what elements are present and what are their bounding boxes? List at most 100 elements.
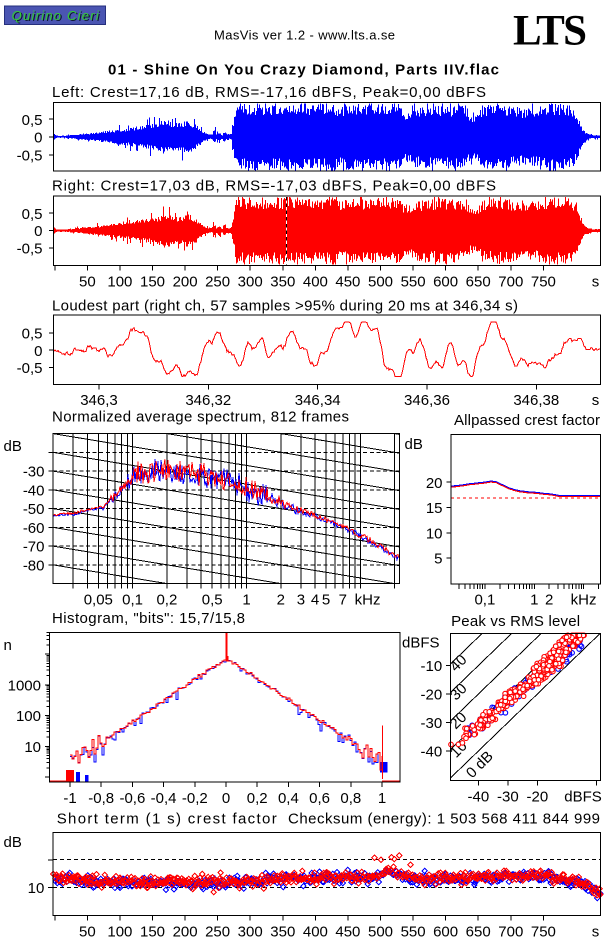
svg-text:kHz: kHz <box>571 591 597 608</box>
svg-text:50: 50 <box>79 273 96 290</box>
svg-text:10: 10 <box>426 525 443 542</box>
svg-text:0,2: 0,2 <box>247 790 268 807</box>
svg-text:450: 450 <box>335 273 360 290</box>
svg-text:750: 750 <box>531 923 556 940</box>
svg-text:1: 1 <box>378 790 386 807</box>
svg-text:0,5: 0,5 <box>22 206 43 223</box>
svg-text:01 - Shine On You Crazy Diamon: 01 - Shine On You Crazy Diamond, Parts I… <box>108 62 499 79</box>
svg-text:-20: -20 <box>527 788 549 805</box>
svg-text:200: 200 <box>173 273 198 290</box>
svg-text:7: 7 <box>339 591 347 608</box>
svg-text:MasVis ver 1.2 - www.lts.a.se: MasVis ver 1.2 - www.lts.a.se <box>214 28 395 43</box>
svg-text:700: 700 <box>498 923 523 940</box>
svg-text:300: 300 <box>238 923 263 940</box>
svg-text:-20: -20 <box>421 687 443 704</box>
svg-text:346,34: 346,34 <box>295 392 341 409</box>
svg-text:0,2: 0,2 <box>156 591 177 608</box>
svg-text:650: 650 <box>466 273 491 290</box>
svg-text:500: 500 <box>368 273 393 290</box>
svg-text:-40: -40 <box>23 483 45 500</box>
svg-text:-0,5: -0,5 <box>17 147 43 164</box>
svg-text:dBFS: dBFS <box>564 788 602 805</box>
svg-text:-0,5: -0,5 <box>17 360 43 377</box>
svg-text:346,32: 346,32 <box>185 392 231 409</box>
svg-text:150: 150 <box>140 923 165 940</box>
svg-text:s: s <box>592 273 600 290</box>
svg-text:dBFS: dBFS <box>402 634 440 651</box>
svg-text:0,4: 0,4 <box>278 790 299 807</box>
svg-text:0: 0 <box>34 223 42 240</box>
svg-text:600: 600 <box>433 923 458 940</box>
svg-text:346,38: 346,38 <box>513 392 559 409</box>
svg-text:650: 650 <box>466 923 491 940</box>
svg-text:10: 10 <box>28 880 45 897</box>
svg-text:350: 350 <box>270 273 295 290</box>
svg-text:2: 2 <box>545 591 553 608</box>
svg-text:0,1: 0,1 <box>122 591 143 608</box>
svg-text:1: 1 <box>530 591 538 608</box>
svg-text:100: 100 <box>107 923 132 940</box>
svg-text:Allpassed crest factor: Allpassed crest factor <box>454 412 600 429</box>
svg-text:100: 100 <box>107 273 132 290</box>
svg-text:Short term (1 s) crest factor: Short term (1 s) crest factor <box>57 811 277 828</box>
svg-text:5: 5 <box>434 551 442 568</box>
svg-text:300: 300 <box>238 273 263 290</box>
svg-text:LTS: LTS <box>513 7 587 54</box>
svg-text:-30: -30 <box>23 464 45 481</box>
svg-text:3: 3 <box>297 591 305 608</box>
svg-text:dB: dB <box>4 438 22 455</box>
svg-text:50: 50 <box>79 923 96 940</box>
svg-text:20: 20 <box>426 475 443 492</box>
svg-text:-1: -1 <box>63 790 76 807</box>
svg-text:s: s <box>592 923 600 940</box>
svg-text:Right: Crest=17,03 dB, RMS=-17: Right: Crest=17,03 dB, RMS=-17,03 dBFS, … <box>52 178 496 195</box>
svg-text:5: 5 <box>322 591 330 608</box>
svg-text:150: 150 <box>140 273 165 290</box>
svg-text:550: 550 <box>401 923 426 940</box>
svg-text:15: 15 <box>426 500 443 517</box>
svg-text:0,5: 0,5 <box>202 591 223 608</box>
svg-text:n: n <box>4 637 12 654</box>
svg-text:0,5: 0,5 <box>22 112 43 129</box>
svg-text:4: 4 <box>311 591 319 608</box>
svg-text:250: 250 <box>205 273 230 290</box>
svg-text:kHz: kHz <box>355 591 381 608</box>
svg-text:250: 250 <box>205 923 230 940</box>
svg-text:-10: -10 <box>421 658 443 675</box>
svg-text:-0,5: -0,5 <box>17 241 43 258</box>
svg-text:Quirino Cieri: Quirino Cieri <box>13 9 101 24</box>
svg-text:400: 400 <box>303 923 328 940</box>
svg-text:0,6: 0,6 <box>309 790 330 807</box>
svg-text:0,5: 0,5 <box>22 325 43 342</box>
svg-text:0: 0 <box>34 130 42 147</box>
svg-text:346,3: 346,3 <box>80 392 118 409</box>
svg-text:1: 1 <box>242 591 250 608</box>
svg-text:-80: -80 <box>23 558 45 575</box>
svg-text:500: 500 <box>368 923 393 940</box>
svg-text:0,1: 0,1 <box>474 591 495 608</box>
svg-text:-30: -30 <box>421 715 443 732</box>
svg-text:346,36: 346,36 <box>404 392 450 409</box>
svg-text:Normalized average spectrum, 8: Normalized average spectrum, 812 frames <box>52 408 349 425</box>
svg-text:-60: -60 <box>23 520 45 537</box>
svg-text:100: 100 <box>16 708 41 725</box>
svg-text:dB: dB <box>4 834 22 851</box>
svg-text:-70: -70 <box>23 539 45 556</box>
svg-text:0: 0 <box>34 343 42 360</box>
svg-text:0,8: 0,8 <box>340 790 361 807</box>
svg-text:Checksum (energy): 1 503 568: Checksum (energy): 1 503 568 411 844 999 <box>288 811 600 828</box>
svg-text:700: 700 <box>498 273 523 290</box>
svg-text:Loudest part (right ch, 57 sam: Loudest part (right ch, 57 samples >95% … <box>52 297 518 314</box>
svg-text:0: 0 <box>222 790 230 807</box>
svg-text:Peak vs RMS level: Peak vs RMS level <box>451 613 580 630</box>
svg-text:450: 450 <box>335 923 360 940</box>
svg-text:-0,2: -0,2 <box>182 790 208 807</box>
svg-text:350: 350 <box>270 923 295 940</box>
svg-text:750: 750 <box>531 273 556 290</box>
svg-text:200: 200 <box>173 923 198 940</box>
svg-text:Left: Crest=17,16 dB, RMS=-17,: Left: Crest=17,16 dB, RMS=-17,16 dBFS, P… <box>52 84 486 101</box>
svg-text:Quirino Cieri: Quirino Cieri <box>12 8 100 23</box>
svg-text:-0,8: -0,8 <box>88 790 114 807</box>
svg-text:s: s <box>592 392 600 409</box>
svg-text:0,05: 0,05 <box>84 591 113 608</box>
